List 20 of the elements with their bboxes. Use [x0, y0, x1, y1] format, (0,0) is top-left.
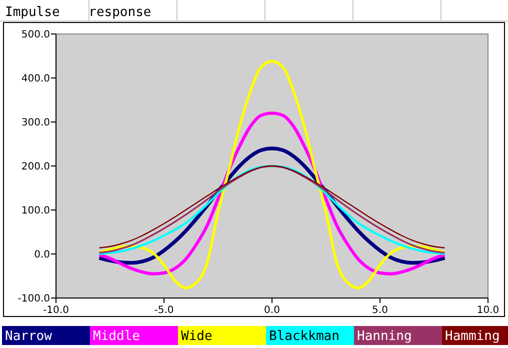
text: Wide — [181, 329, 212, 344]
chart-title: Impulse response — [5, 5, 152, 20]
x-tick-label: 5.0 — [372, 305, 388, 316]
text: Blackkman — [269, 329, 340, 344]
y-tick-label: 500.0 — [21, 30, 50, 40]
y-tick-label: 400.0 — [21, 74, 50, 84]
text: Hamming — [445, 329, 500, 344]
x-tick-label: 0.0 — [264, 305, 280, 316]
y-tick-label: 200.0 — [21, 162, 50, 172]
y-tick-label: 300.0 — [21, 118, 50, 128]
y-tick-label: 100.0 — [21, 206, 50, 216]
text: Middle — [93, 329, 140, 344]
y-tick-label: -100.0 — [18, 294, 50, 304]
x-tick-label: -10.0 — [43, 305, 69, 316]
x-tick-label: 10.0 — [476, 305, 500, 316]
y-tick-label: 0.0 — [34, 250, 50, 260]
text: Hanning — [357, 329, 412, 344]
x-tick-label: -5.0 — [154, 305, 174, 316]
text: Narrow — [5, 329, 52, 344]
line-series — [98, 60, 446, 290]
